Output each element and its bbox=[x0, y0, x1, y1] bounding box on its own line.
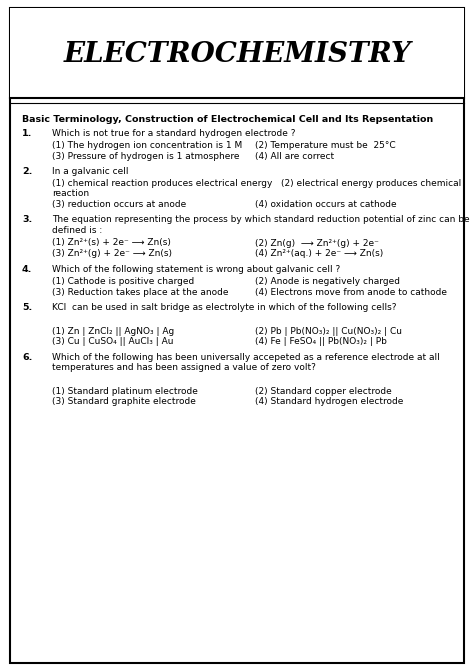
Text: (1) The hydrogen ion concentration is 1 M: (1) The hydrogen ion concentration is 1 … bbox=[52, 141, 242, 150]
Text: Basic Terminology, Construction of Electrochemical Cell and Its Repsentation: Basic Terminology, Construction of Elect… bbox=[22, 115, 433, 124]
Text: reaction: reaction bbox=[52, 190, 89, 198]
Text: ELECTROCHEMISTRY: ELECTROCHEMISTRY bbox=[63, 42, 411, 68]
Text: (2) Zn(g)  ⟶ Zn²⁺(g) + 2e⁻: (2) Zn(g) ⟶ Zn²⁺(g) + 2e⁻ bbox=[255, 239, 379, 247]
Text: (1) Zn²⁺(s) + 2e⁻ ⟶ Zn(s): (1) Zn²⁺(s) + 2e⁻ ⟶ Zn(s) bbox=[52, 239, 171, 247]
Text: (2) Temperature must be  25°C: (2) Temperature must be 25°C bbox=[255, 141, 396, 150]
Text: 3.: 3. bbox=[22, 216, 32, 224]
Text: In a galvanic cell: In a galvanic cell bbox=[52, 167, 128, 176]
Text: (3) Cu | CuSO₄ || AuCl₃ | Au: (3) Cu | CuSO₄ || AuCl₃ | Au bbox=[52, 338, 173, 346]
Text: (4) Standard hydrogen electrode: (4) Standard hydrogen electrode bbox=[255, 397, 403, 407]
Text: (3) Pressure of hydrogen is 1 atmosphere: (3) Pressure of hydrogen is 1 atmosphere bbox=[52, 152, 239, 161]
Text: (1) chemical reaction produces electrical energy   (2) electrical energy produce: (1) chemical reaction produces electrica… bbox=[52, 180, 461, 188]
Text: defined is :: defined is : bbox=[52, 226, 102, 235]
Text: (3) Reduction takes place at the anode: (3) Reduction takes place at the anode bbox=[52, 288, 228, 297]
Text: (4) oxidation occurs at cathode: (4) oxidation occurs at cathode bbox=[255, 200, 397, 210]
Text: (3) Zn²⁺(g) + 2e⁻ ⟶ Zn(s): (3) Zn²⁺(g) + 2e⁻ ⟶ Zn(s) bbox=[52, 249, 172, 259]
Text: Which of the following statement is wrong about galvanic cell ?: Which of the following statement is wron… bbox=[52, 265, 340, 273]
Text: (4) All are correct: (4) All are correct bbox=[255, 152, 334, 161]
Text: The equation representing the process by which standard reduction potential of z: The equation representing the process by… bbox=[52, 216, 470, 224]
Text: (4) Zn²⁺(aq.) + 2e⁻ ⟶ Zn(s): (4) Zn²⁺(aq.) + 2e⁻ ⟶ Zn(s) bbox=[255, 249, 383, 259]
Text: temperatures and has been assigned a value of zero volt?: temperatures and has been assigned a val… bbox=[52, 363, 316, 372]
Bar bbox=[10, 8, 464, 98]
Text: 1.: 1. bbox=[22, 129, 32, 137]
Text: (1) Cathode is positive charged: (1) Cathode is positive charged bbox=[52, 277, 194, 286]
Text: Which is not true for a standard hydrogen electrode ?: Which is not true for a standard hydroge… bbox=[52, 129, 295, 137]
Text: (1) Zn | ZnCl₂ || AgNO₃ | Ag: (1) Zn | ZnCl₂ || AgNO₃ | Ag bbox=[52, 326, 174, 336]
Text: 5.: 5. bbox=[22, 303, 32, 312]
Text: (1) Standard platinum electrode: (1) Standard platinum electrode bbox=[52, 387, 198, 395]
Text: (3) reduction occurs at anode: (3) reduction occurs at anode bbox=[52, 200, 186, 210]
Text: 6.: 6. bbox=[22, 352, 32, 362]
Text: (4) Electrons move from anode to cathode: (4) Electrons move from anode to cathode bbox=[255, 288, 447, 297]
Text: (2) Standard copper electrode: (2) Standard copper electrode bbox=[255, 387, 392, 395]
Text: 2.: 2. bbox=[22, 167, 32, 176]
Text: Which of the following has been universally accepeted as a reference electrode a: Which of the following has been universa… bbox=[52, 352, 440, 362]
Text: (3) Standard graphite electrode: (3) Standard graphite electrode bbox=[52, 397, 196, 407]
Text: KCl  can be used in salt bridge as electrolyte in which of the following cells?: KCl can be used in salt bridge as electr… bbox=[52, 303, 396, 312]
Text: 4.: 4. bbox=[22, 265, 32, 273]
Text: (4) Fe | FeSO₄ || Pb(NO₃)₂ | Pb: (4) Fe | FeSO₄ || Pb(NO₃)₂ | Pb bbox=[255, 338, 387, 346]
Text: (2) Pb | Pb(NO₃)₂ || Cu(NO₃)₂ | Cu: (2) Pb | Pb(NO₃)₂ || Cu(NO₃)₂ | Cu bbox=[255, 326, 402, 336]
Text: (2) Anode is negatively charged: (2) Anode is negatively charged bbox=[255, 277, 400, 286]
